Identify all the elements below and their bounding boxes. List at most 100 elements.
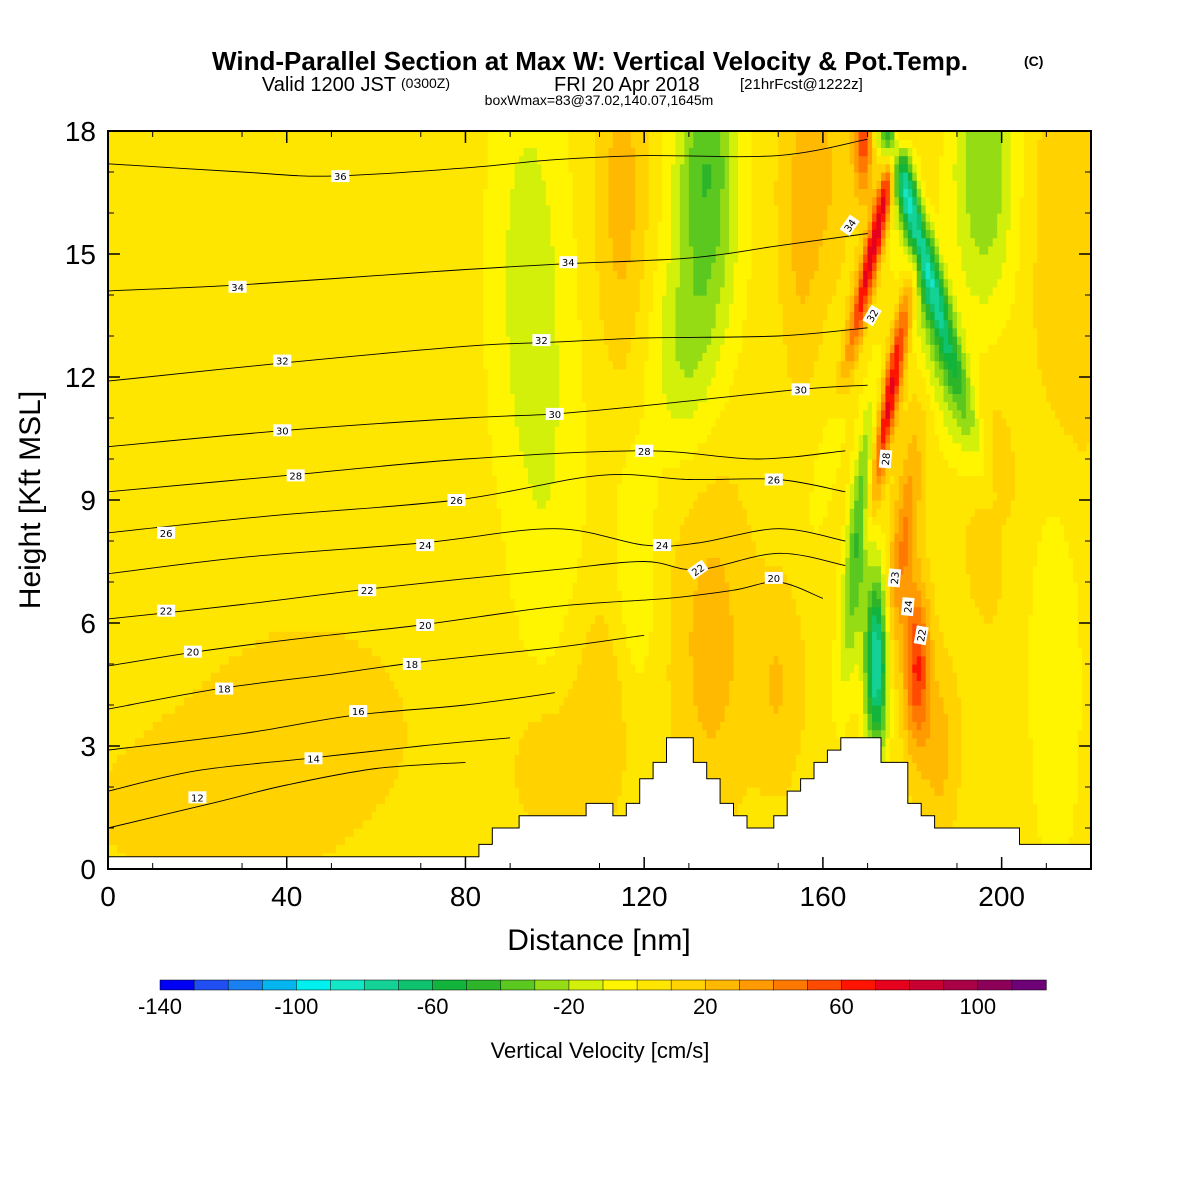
velocity-cell (907, 614, 922, 624)
velocity-cell (948, 721, 963, 731)
velocity-cell (912, 655, 918, 665)
velocity-cell (840, 647, 864, 657)
velocity-cell (867, 180, 873, 189)
velocity-cell (894, 426, 927, 435)
velocity-cell (706, 434, 824, 444)
velocity-cell (1041, 377, 1091, 386)
velocity-cell (496, 483, 534, 493)
velocity-cell (885, 541, 891, 550)
velocity-cell (684, 155, 690, 165)
x-tick-label: 200 (978, 881, 1025, 912)
velocity-cell (1037, 196, 1091, 206)
velocity-cell (1037, 147, 1091, 157)
velocity-cell (898, 196, 904, 206)
velocity-cell (653, 565, 672, 575)
velocity-cell (956, 221, 971, 230)
velocity-cell (483, 327, 507, 337)
velocity-cell (916, 549, 927, 558)
velocity-cell (885, 245, 891, 255)
velocity-cell (108, 647, 243, 657)
velocity-cell (921, 368, 931, 378)
velocity-cell (836, 368, 842, 378)
velocity-cell (854, 163, 860, 173)
velocity-cell (595, 139, 614, 148)
velocity-cell (648, 639, 672, 649)
velocity-cell (720, 131, 730, 140)
velocity-cell (670, 221, 681, 230)
velocity-cell (711, 327, 726, 337)
velocity-cell (912, 327, 918, 337)
velocity-cell (961, 713, 1030, 722)
velocity-cell (930, 377, 940, 386)
velocity-cell (715, 418, 828, 427)
velocity-cell (738, 360, 788, 370)
theta-label-text: 12 (191, 793, 204, 804)
velocity-cell (983, 450, 994, 460)
velocity-cell (903, 286, 913, 296)
velocity-cell (697, 491, 739, 501)
velocity-cell (934, 204, 940, 214)
velocity-cell (921, 467, 927, 476)
velocity-cell (885, 131, 891, 140)
theta-label: 36 (331, 170, 350, 183)
velocity-cell (885, 336, 891, 345)
velocity-cell (992, 409, 1003, 419)
velocity-cell (586, 491, 618, 501)
velocity-cell (1032, 286, 1091, 296)
velocity-cell (898, 713, 904, 722)
velocity-cell (894, 213, 900, 222)
velocity-cell (644, 262, 659, 271)
velocity-cell (626, 721, 672, 731)
velocity-cell (849, 516, 855, 526)
velocity-cell (903, 213, 909, 222)
velocity-cell (711, 180, 726, 189)
velocity-cell (894, 655, 900, 665)
velocity-cell (108, 696, 185, 706)
velocity-cell (858, 664, 864, 673)
velocity-cell (912, 672, 918, 681)
velocity-cell (889, 746, 904, 755)
velocity-cell (885, 614, 891, 624)
velocity-cell (903, 360, 909, 370)
velocity-cell (108, 213, 484, 222)
velocity-cell (952, 368, 958, 378)
theta-label-text: 28 (881, 452, 893, 466)
velocity-cell (939, 172, 954, 181)
velocity-cell (894, 311, 900, 321)
velocity-cell (840, 336, 846, 345)
velocity-cell (939, 614, 985, 624)
velocity-cell (867, 508, 873, 517)
velocity-cell (724, 565, 784, 575)
velocity-cell (577, 664, 618, 673)
velocity-cell (612, 139, 632, 148)
velocity-cell (885, 475, 891, 485)
velocity-cell (916, 327, 927, 337)
velocity-cell (939, 254, 945, 263)
velocity-cell (903, 696, 909, 706)
velocity-cell (863, 344, 873, 353)
velocity-cell (889, 500, 895, 509)
velocity-cell (586, 418, 641, 427)
velocity-cell (666, 401, 699, 411)
velocity-cell (881, 524, 891, 534)
velocity-cell (662, 467, 815, 476)
velocity-cell (492, 450, 525, 460)
velocity-cell (608, 352, 627, 362)
velocity-cell (970, 221, 998, 230)
velocity-cell (693, 696, 730, 706)
velocity-cell (925, 245, 931, 255)
velocity-cell (1037, 541, 1070, 550)
velocity-cell (912, 172, 918, 181)
velocity-cell (894, 696, 900, 706)
velocity-cell (738, 254, 753, 263)
velocity-cell (840, 639, 846, 649)
velocity-cell (398, 770, 516, 780)
velocity-cell (599, 286, 641, 296)
velocity-cell (688, 639, 735, 649)
velocity-cell (818, 524, 842, 534)
velocity-cell (1077, 770, 1091, 780)
velocity-cell (845, 614, 869, 624)
velocity-cell (872, 631, 878, 640)
velocity-cell (921, 401, 931, 411)
velocity-cell (889, 155, 895, 165)
